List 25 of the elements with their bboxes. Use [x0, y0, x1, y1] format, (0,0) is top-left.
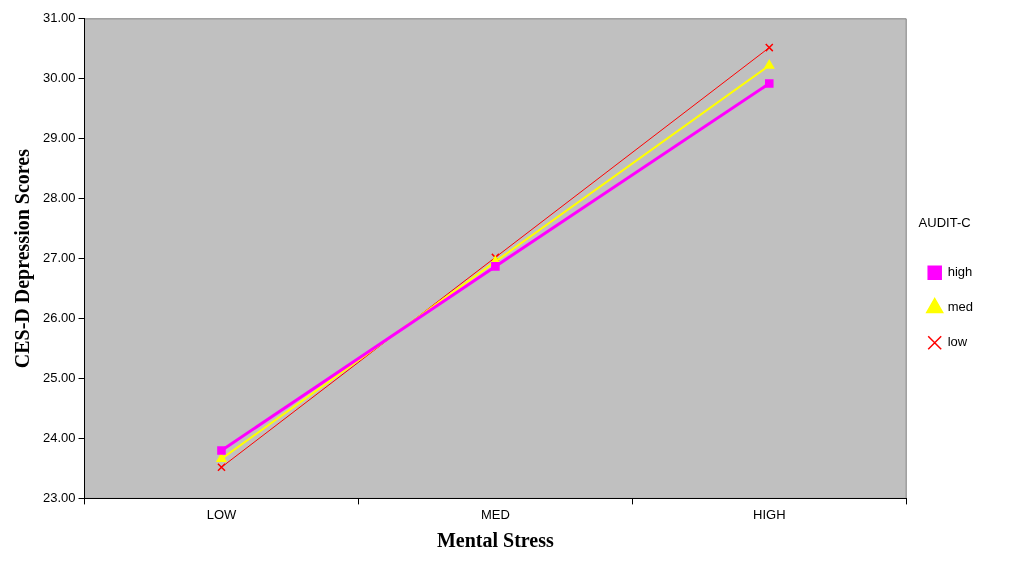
- point: [217, 462, 226, 472]
- x-tick-label: MED: [480, 506, 510, 522]
- point: [764, 59, 775, 69]
- point: [217, 446, 226, 455]
- point: [764, 79, 774, 88]
- y-tick-label: 23.00: [42, 489, 76, 505]
- y-tick-label: 28.00: [42, 190, 76, 206]
- legend-label: high: [947, 264, 973, 280]
- x-axis-title: Mental Stress: [436, 529, 554, 552]
- y-tick-label: 26.00: [42, 310, 76, 326]
- y-axis-title: CES-D Depression Scores: [11, 148, 35, 369]
- y-tick-label: 25.00: [42, 370, 76, 386]
- legend-label: med: [947, 299, 974, 315]
- point: [216, 453, 227, 463]
- point: [491, 262, 500, 271]
- legend-title: AUDIT-C: [918, 214, 971, 230]
- y-tick-label: 30.00: [42, 70, 76, 86]
- y-tick-label: 31.00: [42, 10, 76, 26]
- x-tick-label: LOW: [206, 506, 238, 522]
- legend-label: low: [947, 334, 968, 350]
- y-tick-label: 27.00: [42, 250, 76, 266]
- x-tick-label: HIGH: [753, 506, 786, 522]
- y-tick-label: 24.00: [42, 430, 76, 446]
- point: [764, 43, 774, 52]
- y-tick-label: 29.00: [42, 130, 76, 146]
